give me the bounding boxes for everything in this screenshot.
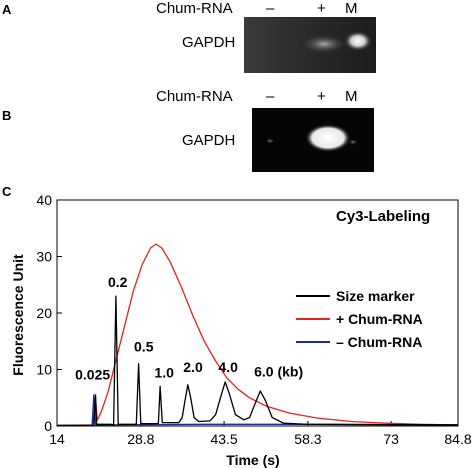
panel-b-band-marker [348,139,358,145]
panel-b-letter: B [2,108,12,123]
legend-label: Size marker [336,288,415,304]
panel-a-gel-image [244,17,376,73]
chart-legend: Size marker + Chum-RNA – Chum-RNA [296,288,423,350]
x-tick-label: 58.3 [294,431,321,447]
size-annotation: 0.5 [134,338,154,354]
size-annotation: 2.0 [183,359,203,375]
size-annotation: 6.0 (kb) [254,363,303,379]
panel-a-lane-plus: + [317,0,326,17]
panel-b-lane-minus: – [266,88,275,105]
y-tick-label: 30 [36,249,52,265]
x-tick-label: 73 [383,431,399,447]
size-annotation: 0.025 [75,367,110,383]
panel-b-sample-label: Chum-RNA [156,88,233,105]
legend-label: + Chum-RNA [336,311,423,327]
y-tick-label: 20 [36,305,52,321]
x-tick-label: 28.8 [127,431,154,447]
x-tick-label: 14 [49,431,65,447]
chart-title: Cy3-Labeling [336,208,430,225]
panel-a-lane-minus: – [266,0,275,17]
panel-a-band-marker [344,31,372,51]
panel-b-band-minus [265,138,275,144]
panel-a-letter: A [2,2,12,17]
series-line-0 [57,295,459,427]
y-tick-label: 10 [36,362,52,378]
panel-b-lane-plus: + [317,88,326,105]
y-tick-label: 40 [36,192,52,208]
panel-a-sample-label: Chum-RNA [156,0,233,17]
chart-annotations: 0.025 0.2 0.51.0 2.0 4.0 6.0 (kb) [75,274,303,383]
y-tick-label: 0 [44,418,52,434]
panel-b-gel-image [252,108,374,172]
x-tick-label: 84.8 [444,431,471,447]
chart-series [56,243,459,427]
series-line-1 [56,243,459,427]
size-annotation: 0.2 [108,274,128,290]
panel-a-lane-marker: M [345,0,358,17]
panel-b-lane-marker: M [345,88,358,105]
panel-c-letter: C [2,184,12,199]
y-axis-label: Fluorescence Unit [10,254,26,376]
x-axis-label: Time (s) [226,452,279,468]
panel-a-band-plus [302,35,346,53]
size-annotation: 1.0 [154,364,174,380]
x-tick-label: 43.5 [210,431,237,447]
size-annotation: 4.0 [218,359,238,375]
panel-a-gene-label: GAPDH [182,34,236,51]
panel-b-band-plus [305,124,351,152]
panel-b-gene-label: GAPDH [182,132,236,149]
legend-label: – Chum-RNA [336,334,422,350]
